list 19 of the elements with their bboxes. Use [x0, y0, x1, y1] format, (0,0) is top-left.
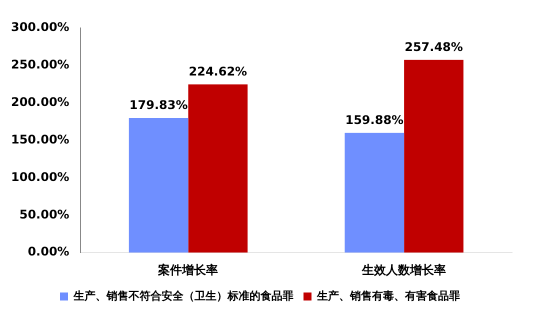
y-tick-label: 200.00%: [10, 94, 70, 109]
y-tick-label: 50.00%: [19, 207, 70, 222]
data-label: 257.48%: [404, 40, 463, 54]
y-tick-label: 250.00%: [10, 58, 70, 72]
legend-label: 生产、销售不符合安全（卫生）标准的食品罪: [72, 289, 294, 302]
data-label: 179.83%: [129, 98, 188, 112]
bar: [404, 60, 464, 253]
y-tick-label: 0.00%: [28, 244, 70, 259]
y-tick-label: 150.00%: [10, 132, 70, 146]
x-tick-label: 生效人数增长率: [361, 262, 446, 277]
data-label: 159.88%: [345, 113, 404, 128]
x-tick-label: 案件增长率: [157, 262, 218, 277]
bar: [188, 84, 248, 253]
legend-label: 生产、销售有毒、有害食品罪: [316, 289, 460, 302]
bar: [344, 132, 404, 253]
y-tick-label: 300.00%: [10, 20, 70, 34]
data-label: 224.62%: [188, 64, 248, 79]
bar: [128, 118, 188, 253]
y-tick-label: 100.00%: [10, 170, 70, 184]
